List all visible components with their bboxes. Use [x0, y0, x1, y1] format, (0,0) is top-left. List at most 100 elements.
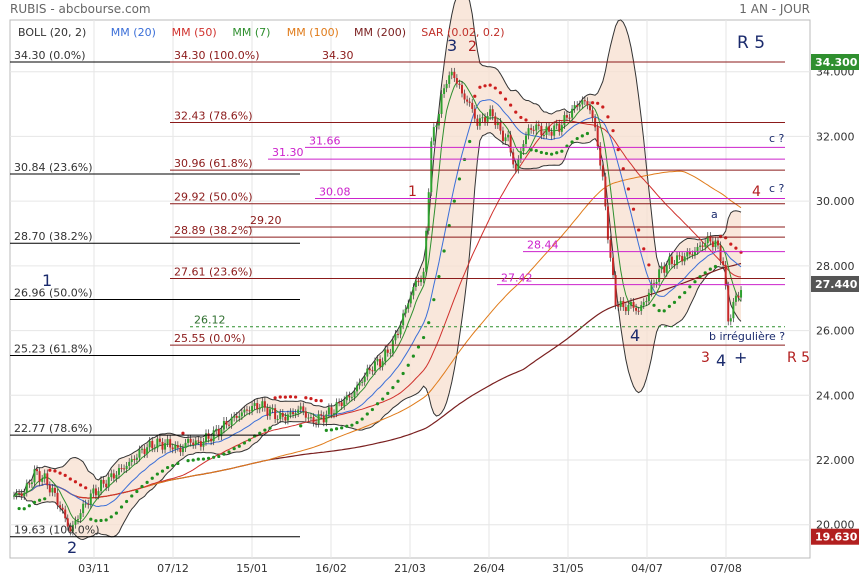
- candle-body: [317, 414, 320, 424]
- candle-body: [289, 412, 292, 415]
- sar-dot: [606, 115, 610, 119]
- sar-dot: [652, 303, 656, 307]
- sar-dot: [381, 397, 385, 401]
- sar-dot: [483, 84, 487, 88]
- sar-dot: [63, 473, 67, 477]
- candle-body: [15, 493, 18, 496]
- sar-dot: [585, 131, 590, 136]
- candle-body: [59, 505, 62, 508]
- red-label-1: 1: [408, 184, 417, 200]
- candle-body: [43, 473, 46, 479]
- fib-black-label: 25.23 (61.8%): [14, 343, 93, 356]
- candle-body: [325, 414, 328, 423]
- candle-body: [435, 125, 438, 128]
- sar-dot: [171, 463, 175, 468]
- sar-dot: [94, 519, 98, 523]
- sar-dot: [32, 500, 37, 504]
- sar-dot: [304, 396, 308, 400]
- candle-body: [199, 441, 202, 447]
- candle-body: [33, 469, 36, 483]
- candle-body: [169, 439, 172, 448]
- candle-body: [583, 100, 586, 102]
- sar-dot: [299, 424, 303, 428]
- candle-body: [222, 420, 225, 430]
- candle-body: [87, 503, 90, 505]
- candle-body: [729, 318, 732, 322]
- candle-body: [409, 295, 412, 304]
- bollinger-lower: [13, 132, 742, 541]
- candle-body: [558, 123, 561, 132]
- candle-body: [307, 417, 310, 419]
- a-label: a: [711, 208, 718, 221]
- candle-body: [128, 461, 131, 466]
- candle-body: [740, 290, 743, 298]
- candle-body: [717, 240, 719, 246]
- sar-dot: [78, 483, 83, 487]
- candle-body: [553, 125, 556, 136]
- candle-body: [676, 255, 679, 266]
- candle-body: [624, 307, 627, 312]
- candle-body: [258, 407, 261, 410]
- candle-body: [532, 129, 535, 131]
- candle-body: [422, 271, 425, 280]
- candle-body: [494, 116, 497, 126]
- candle-body: [156, 438, 159, 449]
- legend-item: MM (20): [111, 26, 156, 39]
- candle-body: [38, 471, 41, 482]
- candle-body: [20, 493, 23, 497]
- candle-body: [41, 478, 44, 482]
- candle-body: [450, 71, 453, 76]
- sar-dot: [125, 499, 129, 504]
- fib-black-label: 34.30 (0.0%): [14, 49, 86, 62]
- sar-dot: [713, 264, 718, 269]
- candle-body: [496, 121, 499, 126]
- candle-body: [481, 117, 484, 119]
- wave-label-1: 1: [42, 271, 52, 290]
- sar-dot: [283, 395, 287, 399]
- candle-body: [683, 256, 686, 262]
- candle-body: [309, 417, 312, 419]
- sar-dot: [268, 426, 272, 430]
- candle-body: [348, 395, 351, 398]
- candle-body: [527, 128, 530, 136]
- magenta-level-label: 28.44: [527, 239, 559, 252]
- candle-body: [427, 192, 430, 231]
- candle-body: [373, 361, 376, 371]
- sar-dot: [734, 246, 738, 250]
- candle-body: [617, 305, 620, 307]
- candle-body: [312, 417, 315, 423]
- sar-dot: [27, 504, 31, 508]
- candle-body: [573, 105, 576, 109]
- y-tick-label: 24.000: [816, 389, 855, 402]
- candle-body: [437, 113, 440, 126]
- sar-dot: [43, 497, 47, 501]
- candle-body: [335, 402, 338, 414]
- candle-body: [210, 438, 213, 442]
- candle-body: [612, 257, 615, 276]
- candle-body: [604, 176, 607, 207]
- candle-body: [714, 240, 717, 248]
- candle-body: [430, 141, 433, 193]
- candle-body: [448, 75, 451, 84]
- candle-body: [51, 487, 54, 493]
- candle-body: [412, 287, 415, 296]
- candle-body: [699, 245, 702, 247]
- sar-dot: [406, 363, 410, 367]
- sar-dot: [550, 152, 554, 156]
- candle-body: [402, 313, 405, 326]
- c-label-top: c ?: [769, 132, 785, 145]
- sar-dot: [114, 511, 118, 515]
- price-badge-last-bg: [811, 275, 859, 292]
- sar-dot: [683, 290, 687, 295]
- candle-body: [194, 440, 197, 445]
- sar-dot: [145, 480, 149, 484]
- fib-red-label: 29.92 (50.0%): [174, 191, 253, 204]
- candle-body: [212, 430, 215, 442]
- sar-dot: [647, 263, 651, 267]
- candle-body: [123, 468, 126, 470]
- sar-dot: [89, 517, 93, 521]
- fib-black-label: 19.63 (100.0%): [14, 524, 100, 537]
- wave-label-3: 3: [447, 36, 457, 55]
- candle-body: [407, 303, 410, 309]
- candle-body: [256, 403, 259, 410]
